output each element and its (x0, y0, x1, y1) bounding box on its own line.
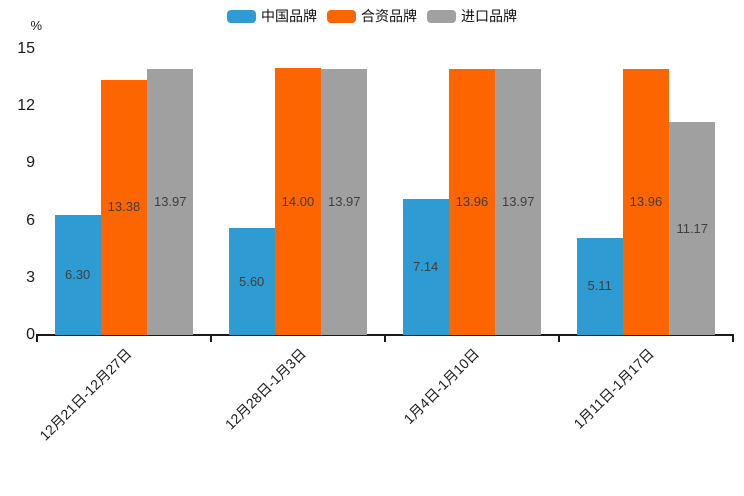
y-axis-tick-label: 0 (26, 326, 35, 343)
bar-value-label: 5.11 (587, 278, 612, 294)
bar-series2-cat4 (622, 68, 670, 335)
bar-series2-cat3 (448, 68, 496, 335)
bar-series2-cat2 (274, 68, 322, 335)
y-axis-tick-label: 12 (17, 97, 35, 115)
y-axis-tick-label: 15 (17, 40, 35, 57)
x-axis-category-label: 12月21日-12月27日 (36, 345, 135, 444)
x-axis-tick (210, 334, 212, 342)
bar-value-label: 13.97 (153, 193, 187, 209)
bar-value-label: 13.96 (629, 193, 663, 209)
bar-value-label: 13.97 (327, 193, 361, 209)
x-axis-tick (384, 334, 386, 342)
bar-series3-cat4 (669, 122, 716, 335)
bar-value-label: 13.96 (455, 193, 489, 209)
bar-series3-cat3 (495, 68, 542, 335)
y-axis-tick-label: 3 (26, 268, 35, 286)
bar-value-label: 5.60 (238, 273, 265, 289)
bar-value-label: 6.30 (64, 266, 91, 282)
bar-value-label: 14.00 (281, 193, 315, 209)
bar-series1-cat2 (228, 228, 275, 335)
bar-value-label: 7.14 (412, 258, 439, 274)
y-axis-unit-label: % (30, 18, 42, 33)
x-axis-tick (732, 334, 734, 342)
legend-item-2: 合资品牌 (327, 8, 417, 25)
legend-label: 合资品牌 (361, 8, 417, 24)
legend-item-1: 中国品牌 (227, 8, 317, 25)
bar-value-label: 13.97 (501, 193, 535, 209)
x-axis-tick (558, 334, 560, 342)
legend-label: 进口品牌 (461, 8, 517, 24)
bar-series2-cat1 (100, 79, 148, 335)
y-axis-tick-label: 6 (26, 211, 35, 229)
chart-legend: 中国品牌 合资品牌 进口品牌 (0, 8, 744, 25)
x-axis-category-label: 1月4日-1月10日 (400, 345, 483, 428)
bar-series1-cat4 (576, 237, 623, 335)
y-axis-tick-label: 9 (26, 154, 35, 172)
legend-swatch-icon (227, 10, 256, 23)
legend-swatch-icon (427, 10, 456, 23)
legend-label: 中国品牌 (261, 8, 317, 24)
x-axis-category-label: 1月11日-1月17日 (570, 345, 657, 432)
legend-swatch-icon (327, 10, 356, 23)
bar-series3-cat2 (321, 68, 368, 335)
bar-value-label: 11.17 (676, 220, 709, 236)
bar-value-label: 13.38 (107, 199, 141, 215)
bar-series1-cat3 (402, 198, 449, 335)
x-axis-category-label: 12月28日-1月3日 (221, 345, 309, 433)
bar-series1-cat1 (54, 214, 101, 335)
bar-series3-cat1 (147, 68, 194, 335)
legend-item-3: 进口品牌 (427, 8, 517, 25)
x-axis-tick (36, 334, 38, 342)
